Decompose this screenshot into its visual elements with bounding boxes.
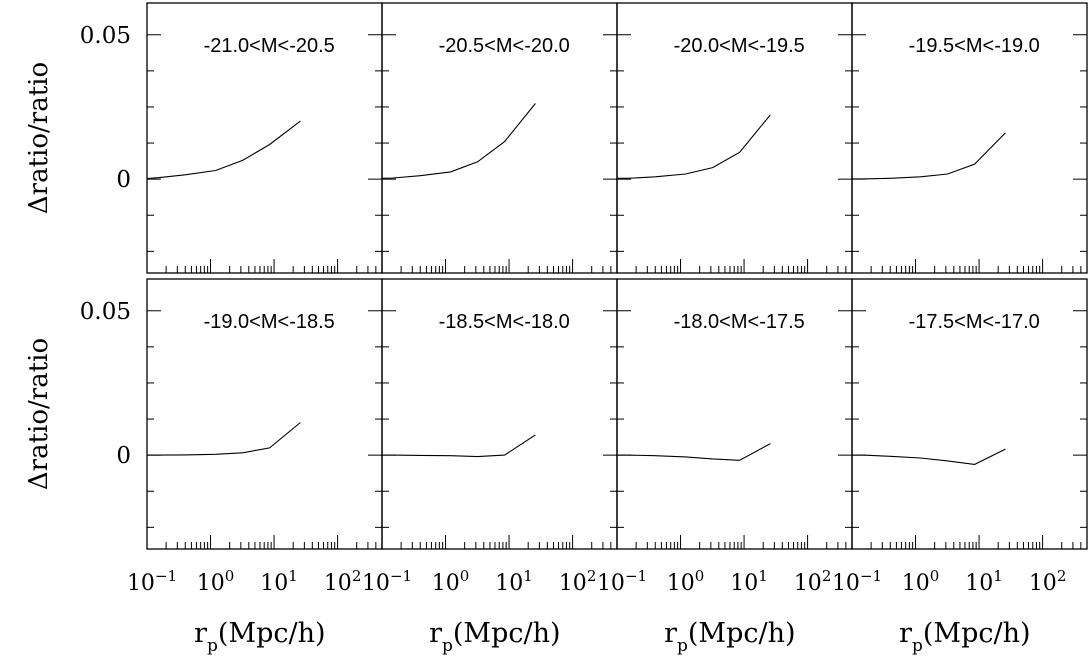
x-label-sub: p xyxy=(442,636,453,656)
x-label-main: r xyxy=(664,618,677,649)
x-tick-label: 101 xyxy=(260,567,298,596)
x-tick-exponent: 0 xyxy=(695,567,705,585)
x-label-unit: (Mpc/h) xyxy=(923,618,1031,649)
x-tick-exponent: 2 xyxy=(352,567,362,585)
x-label-sub: p xyxy=(677,636,688,656)
y-axis-label: Δratio/ratio xyxy=(24,62,54,214)
panel-8: -17.5<M<-17.0 xyxy=(851,278,1088,550)
panels-group: -21.0<M<-20.5 -20.5<M<-20.0 -20.0<M<-19.5 -… xyxy=(146,2,1088,550)
y-axis-label: Δratio/ratio xyxy=(24,338,54,490)
panel-7: -18.0<M<-17.5 xyxy=(616,278,853,550)
series-line xyxy=(381,103,536,179)
panel-label: -18.0<M<-17.5 xyxy=(674,311,805,333)
panel-label: -19.5<M<-19.0 xyxy=(909,35,1040,57)
panel-6: -18.5<M<-18.0 xyxy=(381,278,618,550)
x-tick-label: 10−1 xyxy=(597,567,647,596)
x-tick-exponent: 2 xyxy=(1057,567,1067,585)
y-tick-label: 0 xyxy=(116,443,131,469)
x-tick-exponent: 1 xyxy=(523,567,533,585)
panel-label: -20.0<M<-19.5 xyxy=(674,35,805,57)
panel-label: -19.0<M<-18.5 xyxy=(204,311,335,333)
panel-label: -21.0<M<-20.5 xyxy=(204,35,335,57)
x-axis-label: rp(Mpc/h) xyxy=(664,618,795,656)
panel-label: -20.5<M<-20.0 xyxy=(439,35,570,57)
x-tick-exponent: 0 xyxy=(930,567,940,585)
x-label-unit: (Mpc/h) xyxy=(218,618,326,649)
x-tick-label: 100 xyxy=(902,567,940,596)
x-tick-label: 10−1 xyxy=(362,567,412,596)
x-label-main: r xyxy=(899,618,912,649)
x-tick-exponent: 1 xyxy=(288,567,298,585)
x-tick-label: 102 xyxy=(794,567,832,596)
x-tick-label: 101 xyxy=(965,567,1003,596)
y-tick-label: 0 xyxy=(116,167,131,193)
x-tick-exponent: 1 xyxy=(758,567,768,585)
panel-label: -18.5<M<-18.0 xyxy=(439,311,570,333)
x-tick-exponent: 0 xyxy=(460,567,470,585)
series-line xyxy=(146,120,301,180)
panel-2: -20.5<M<-20.0 xyxy=(381,2,618,274)
panel-3: -20.0<M<-19.5 xyxy=(616,2,853,274)
y-tick-label: 0.05 xyxy=(80,23,131,49)
x-label-main: r xyxy=(194,618,207,649)
x-tick-label: 102 xyxy=(1029,567,1067,596)
x-tick-exponent: −1 xyxy=(390,567,412,585)
panel-5: -19.0<M<-18.5 xyxy=(146,278,383,550)
x-tick-exponent: −1 xyxy=(625,567,647,585)
series-line xyxy=(147,422,301,456)
x-tick-label: 100 xyxy=(432,567,470,596)
x-tick-exponent: −1 xyxy=(860,567,882,585)
series-line xyxy=(382,434,536,458)
x-axis-label: rp(Mpc/h) xyxy=(429,618,560,656)
x-tick-label: 10−1 xyxy=(127,567,177,596)
panel-4: -19.5<M<-19.0 xyxy=(851,2,1088,274)
x-tick-label: 100 xyxy=(667,567,705,596)
x-tick-label: 102 xyxy=(559,567,597,596)
x-tick-label: 101 xyxy=(730,567,768,596)
panel-1: -21.0<M<-20.5 xyxy=(146,2,383,274)
series-line xyxy=(852,132,1006,180)
x-tick-exponent: −1 xyxy=(155,567,177,585)
x-label-sub: p xyxy=(207,636,218,656)
x-label-unit: (Mpc/h) xyxy=(453,618,561,649)
x-label-sub: p xyxy=(912,636,923,656)
x-label-main: r xyxy=(429,618,442,649)
x-tick-exponent: 2 xyxy=(587,567,597,585)
x-tick-label: 102 xyxy=(324,567,362,596)
x-tick-label: 100 xyxy=(197,567,235,596)
x-axis-label: rp(Mpc/h) xyxy=(899,618,1030,656)
panel-label: -17.5<M<-17.0 xyxy=(909,311,1040,333)
series-line xyxy=(617,443,771,461)
x-tick-label: 10−1 xyxy=(832,567,882,596)
x-tick-exponent: 0 xyxy=(225,567,235,585)
x-tick-exponent: 1 xyxy=(993,567,1003,585)
x-axis-label: rp(Mpc/h) xyxy=(194,618,325,656)
series-line xyxy=(852,448,1006,465)
series-line xyxy=(617,114,771,179)
x-tick-exponent: 2 xyxy=(822,567,832,585)
x-tick-label: 101 xyxy=(495,567,533,596)
x-label-unit: (Mpc/h) xyxy=(688,618,796,649)
y-tick-label: 0.05 xyxy=(80,299,131,325)
